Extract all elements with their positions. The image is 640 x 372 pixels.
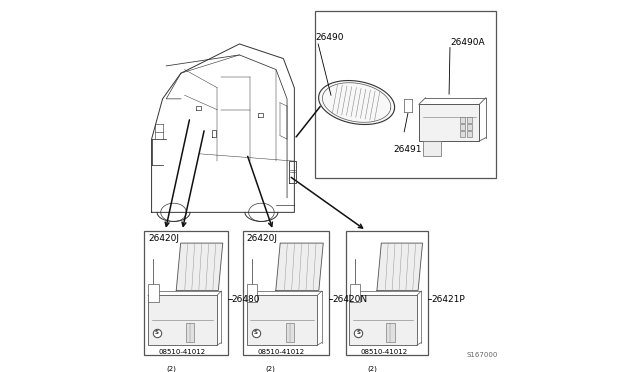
Text: 26420J: 26420J <box>247 234 278 243</box>
Bar <box>148 295 217 345</box>
Text: 26490A: 26490A <box>451 38 485 47</box>
Text: 26490: 26490 <box>316 33 344 42</box>
Bar <box>422 141 441 155</box>
Bar <box>467 117 472 123</box>
Text: S: S <box>155 330 159 335</box>
Bar <box>247 295 317 345</box>
Text: 26421P: 26421P <box>431 295 465 304</box>
Text: S167000: S167000 <box>466 352 497 358</box>
Text: (2): (2) <box>166 365 176 372</box>
Bar <box>247 284 257 302</box>
Bar <box>419 105 479 141</box>
Bar <box>460 131 465 137</box>
Text: 08510-41012: 08510-41012 <box>159 349 206 355</box>
Text: 26420J: 26420J <box>148 234 179 243</box>
Text: S: S <box>356 330 360 335</box>
Bar <box>387 323 394 342</box>
Text: (2): (2) <box>265 365 275 372</box>
Text: S: S <box>254 330 258 335</box>
Text: 26491: 26491 <box>393 145 422 154</box>
Bar <box>144 231 228 355</box>
Bar <box>186 323 194 342</box>
Polygon shape <box>377 243 422 291</box>
Bar <box>460 124 465 130</box>
Bar <box>148 284 159 302</box>
Polygon shape <box>276 243 323 291</box>
Text: 26480: 26480 <box>232 295 260 304</box>
Bar <box>467 131 472 137</box>
Bar <box>314 11 496 177</box>
Bar <box>346 231 428 355</box>
Bar <box>243 231 329 355</box>
Polygon shape <box>319 80 395 125</box>
Bar <box>349 295 417 345</box>
Text: 08510-41012: 08510-41012 <box>360 349 408 355</box>
Bar <box>285 323 294 342</box>
Bar <box>467 124 472 130</box>
Text: 08510-41012: 08510-41012 <box>258 349 305 355</box>
Polygon shape <box>176 243 223 291</box>
Text: (2): (2) <box>367 365 378 372</box>
Bar <box>460 117 465 123</box>
Bar <box>349 284 360 302</box>
Text: 26420N: 26420N <box>332 295 367 304</box>
